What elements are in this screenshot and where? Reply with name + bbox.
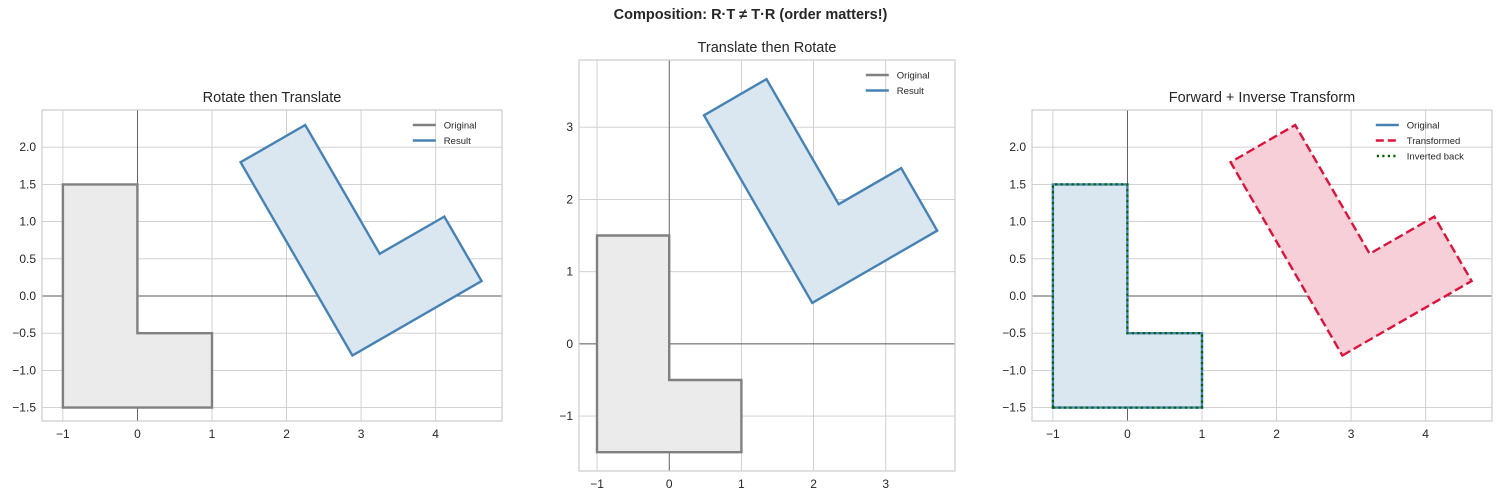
legend-label: Result — [897, 86, 924, 97]
x-tick-label: −1 — [56, 427, 70, 441]
x-tick-label: 2 — [810, 477, 817, 491]
y-tick-label: −1.0 — [1002, 363, 1026, 377]
y-tick-label: 0.5 — [1009, 252, 1026, 266]
x-tick-label: 4 — [1422, 427, 1429, 441]
y-tick-label: 1.5 — [19, 177, 36, 191]
series-outline — [1051, 183, 1204, 409]
legend: Original Result — [412, 121, 477, 147]
series-fill — [704, 79, 938, 303]
series-outline — [702, 77, 939, 305]
legend-label: Original — [1407, 121, 1440, 132]
series-outline — [61, 183, 214, 409]
y-tick-label: 2 — [566, 192, 573, 206]
x-tick-label: 0 — [1124, 427, 1131, 441]
legend-label: Inverted back — [1407, 152, 1464, 163]
x-tick-label: 1 — [1199, 427, 1206, 441]
y-tick-label: 3 — [566, 120, 573, 134]
subplot-title: Translate then Rotate — [698, 40, 837, 56]
figure-suptitle: Composition: R·T ≠ T·R (order matters!) — [613, 7, 888, 23]
x-tick-label: 1 — [738, 477, 745, 491]
y-tick-label: −0.5 — [12, 326, 36, 340]
series-fill — [1052, 184, 1202, 408]
y-tick-label: 0.5 — [19, 252, 36, 266]
y-tick-label: −1.5 — [1002, 401, 1026, 415]
series-fill — [62, 184, 213, 408]
x-tick-label: 2 — [1273, 427, 1280, 441]
x-tick-label: 0 — [134, 427, 141, 441]
subplot-translate-then-rotate: −1 0 1 2 3 −1 0 1 2 3 Translate then Rotate Origina… — [559, 40, 956, 491]
x-tick-label: 3 — [358, 427, 365, 441]
x-tick-label: −1 — [590, 477, 604, 491]
y-tick-label: 1 — [566, 265, 573, 279]
y-tick-label: 2.0 — [19, 140, 36, 154]
legend-label: Original — [444, 121, 477, 132]
x-tick-label: 4 — [432, 427, 439, 441]
y-tick-label: 1.0 — [1009, 215, 1026, 229]
axes-frame — [1031, 109, 1493, 422]
series-fill — [1230, 125, 1472, 356]
y-tick-label: −1.0 — [12, 363, 36, 377]
legend-label: Original — [897, 71, 930, 82]
legend-label: Transformed — [1407, 136, 1461, 147]
x-tick-label: 0 — [666, 477, 673, 491]
legend: Original Transformed Inverted back — [1375, 121, 1464, 163]
y-tick-label: 2.0 — [1009, 140, 1026, 154]
series-fill — [240, 125, 482, 356]
axes-frame — [578, 59, 956, 472]
legend: Original Result — [865, 71, 930, 97]
y-tick-label: −1.5 — [12, 401, 36, 415]
y-tick-label: 1.0 — [19, 215, 36, 229]
x-tick-label: 2 — [283, 427, 290, 441]
x-tick-label: 3 — [882, 477, 889, 491]
legend-label: Result — [444, 136, 471, 147]
y-tick-label: 0.0 — [19, 289, 36, 303]
y-tick-label: −1 — [559, 409, 573, 423]
y-tick-label: −0.5 — [1002, 326, 1026, 340]
subplot-rotate-then-translate: −1 0 1 2 3 4 −1.5 −1.0 −0.5 0.0 0.5 1.0 1.5 2.0 Rotate… — [12, 90, 503, 441]
series-outline — [595, 234, 743, 454]
y-tick-label: 1.5 — [1009, 177, 1026, 191]
subplot-forward-inverse-transform: −1 0 1 2 3 4 −1.5 −1.0 −0.5 0.0 0.5 1.0 1.5 2.0 Forwar… — [1002, 90, 1493, 441]
subplot-title: Forward + Inverse Transform — [1169, 90, 1356, 106]
x-tick-label: 3 — [1348, 427, 1355, 441]
axes-frame — [41, 109, 503, 422]
series-outline — [1228, 123, 1474, 358]
series-outline — [238, 123, 484, 358]
subplot-title: Rotate then Translate — [203, 90, 342, 106]
y-tick-label: 0.0 — [1009, 289, 1026, 303]
x-tick-label: −1 — [1046, 427, 1060, 441]
y-tick-label: 0 — [566, 337, 573, 351]
x-tick-label: 1 — [209, 427, 216, 441]
